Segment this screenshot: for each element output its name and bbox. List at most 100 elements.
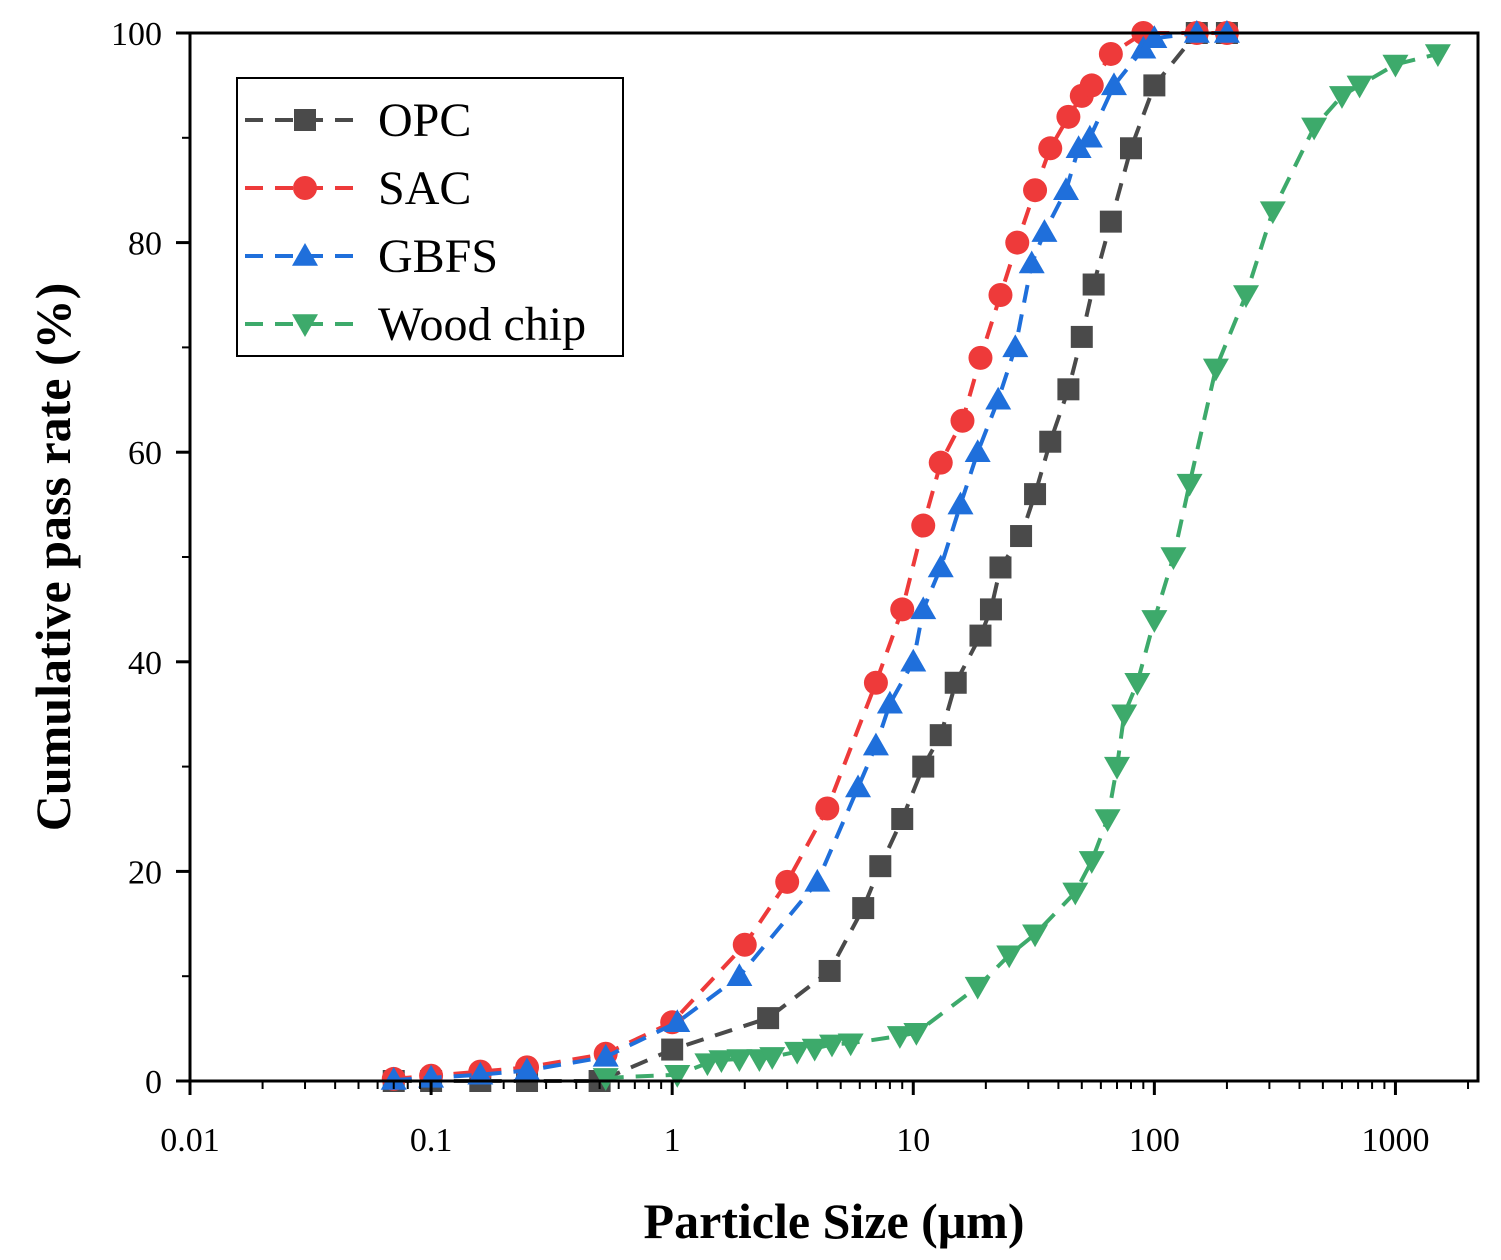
legend-marker (293, 176, 317, 200)
data-point (869, 855, 892, 878)
data-point (1143, 74, 1166, 97)
data-point (757, 1007, 780, 1030)
data-point (664, 1064, 691, 1088)
data-point (1141, 610, 1168, 633)
data-point (891, 808, 914, 830)
y-tick-label: 60 (128, 435, 162, 472)
data-point (1233, 285, 1260, 308)
data-point (890, 597, 915, 622)
data-point (1031, 219, 1058, 242)
data-point (1202, 358, 1229, 382)
data-point (1346, 75, 1373, 99)
data-point (1082, 273, 1105, 296)
data-point (964, 439, 991, 462)
data-point (726, 963, 753, 986)
data-point (1076, 124, 1103, 148)
data-point (467, 1061, 494, 1085)
data-point (1104, 756, 1131, 780)
axis-ticks: 0.01 0.1 1 10 100 1000 0 20 40 60 80 100 (111, 16, 1470, 1159)
data-point (852, 897, 875, 920)
y-axis-title: Cumulative pass rate (%) (25, 283, 81, 832)
y-tick-label: 100 (111, 16, 162, 53)
data-point (1056, 104, 1081, 129)
data-point (985, 386, 1012, 410)
data-point (1213, 20, 1240, 43)
series-line (393, 31, 1227, 1083)
data-point (1183, 20, 1210, 43)
data-point (988, 283, 1013, 307)
data-point (928, 450, 953, 475)
data-point (661, 1038, 684, 1061)
data-point (1259, 201, 1286, 225)
data-point (592, 1068, 619, 1091)
data-point (1038, 136, 1063, 161)
data-point (818, 1034, 845, 1058)
data-point (1039, 430, 1062, 453)
x-axis-title: Particle Size (μm) (644, 1193, 1025, 1249)
y-tick-label: 20 (128, 854, 162, 891)
series-wood-chip (592, 44, 1451, 1091)
legend-label: OPC (378, 94, 471, 147)
series-line (393, 31, 1227, 1082)
x-tick-label: 1000 (1361, 1122, 1429, 1159)
data-point (947, 491, 974, 515)
data-point (1010, 525, 1033, 548)
y-tick-label: 0 (145, 1064, 162, 1101)
data-point (1078, 851, 1105, 874)
data-point (1328, 86, 1355, 109)
data-point (1057, 378, 1080, 401)
data-point (863, 670, 888, 695)
legend-marker (294, 109, 316, 131)
data-point (912, 755, 935, 778)
data-point (1002, 334, 1029, 358)
series-gbfs (380, 20, 1240, 1090)
data-point (862, 732, 889, 756)
data-point (910, 596, 937, 620)
series-sac (381, 21, 1239, 1091)
data-point (969, 624, 992, 647)
x-tick-label: 10 (896, 1122, 930, 1159)
data-point (1098, 41, 1123, 66)
legend-item: SAC (245, 162, 471, 215)
data-point (964, 976, 991, 1000)
data-point (1018, 250, 1045, 274)
data-point (929, 724, 952, 747)
legend-marker (292, 314, 318, 337)
data-point (968, 345, 993, 370)
data-point (380, 1066, 407, 1090)
data-point (837, 1033, 864, 1057)
data-point (903, 1023, 930, 1046)
x-tick-label: 0.1 (410, 1122, 453, 1159)
data-point (996, 945, 1023, 969)
data-point (950, 408, 975, 433)
data-point (886, 1026, 913, 1049)
data-point (592, 1043, 619, 1067)
legend: OPC SAC GBFS Wood chip (236, 77, 624, 357)
data-point (1022, 924, 1049, 948)
data-point (818, 959, 841, 982)
legend-label: Wood chip (378, 298, 586, 351)
legend-item: Wood chip (245, 298, 586, 351)
data-point (732, 932, 757, 957)
data-point (1070, 325, 1093, 348)
data-point (1301, 117, 1328, 141)
data-point (1382, 54, 1409, 78)
legend-label: GBFS (378, 230, 498, 283)
data-point (927, 554, 954, 578)
data-point (1160, 547, 1187, 570)
data-point (900, 648, 927, 672)
y-tick-label: 80 (128, 226, 162, 263)
legend-marker (292, 243, 318, 266)
data-point (1099, 210, 1122, 233)
data-point (759, 1047, 786, 1070)
data-point (876, 690, 903, 714)
x-tick-label: 1 (664, 1122, 681, 1159)
data-point (1124, 673, 1151, 696)
data-point (1005, 230, 1030, 255)
data-point (989, 556, 1012, 579)
data-point (708, 1050, 735, 1074)
data-point (804, 868, 831, 892)
data-point (1052, 177, 1079, 200)
data-point (1141, 25, 1168, 48)
